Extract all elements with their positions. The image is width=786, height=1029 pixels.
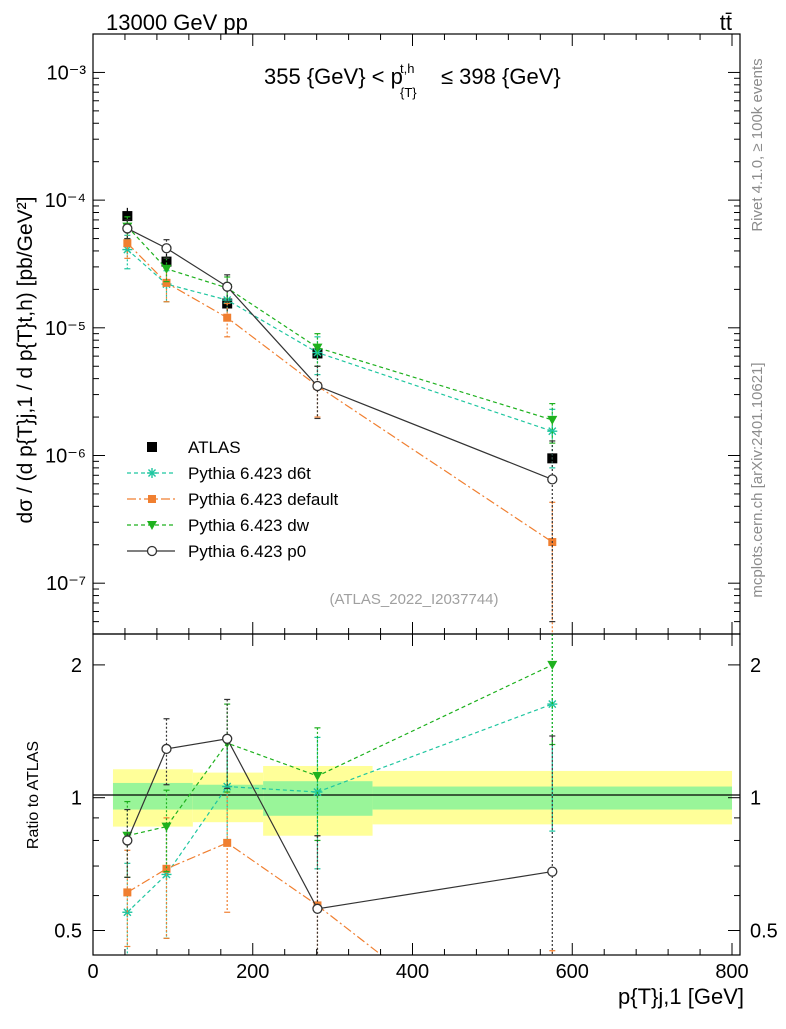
main-point-pythia-6-423-p0 bbox=[222, 281, 233, 292]
legend: ATLAS Pythia 6.423 d6t Pythia 6.423 defaul… bbox=[127, 438, 339, 561]
main-point-atlas bbox=[161, 256, 172, 267]
process-label: tt̄ bbox=[720, 10, 732, 35]
ratio-point-pythia-6-423-dw bbox=[161, 822, 172, 832]
ratio-axes: 0.5 0.5 1 1 2 2 0 200 400 600 800 bbox=[54, 634, 778, 983]
ratio-frame bbox=[92, 633, 741, 956]
legend-marker bbox=[147, 442, 157, 452]
cut-title-sub: {T} bbox=[400, 85, 417, 100]
ratio-ytick-label-right: 0.5 bbox=[750, 921, 778, 943]
main-point-pythia-6-423-p0 bbox=[547, 474, 558, 485]
ratio-point-pythia-6-423-p0 bbox=[312, 903, 323, 914]
energy-label: 13000 GeV pp bbox=[106, 10, 248, 35]
ratio-xtick-label: 200 bbox=[236, 961, 269, 983]
analysis-label: (ATLAS_2022_I2037744) bbox=[329, 591, 498, 608]
ratio-band-inner bbox=[112, 782, 193, 810]
ratio-xtick-label: 800 bbox=[715, 961, 748, 983]
ratio-panel: 0.5 0.5 1 1 2 2 0 200 400 600 800 bbox=[54, 633, 778, 983]
main-ytick-label: 10⁻⁵ bbox=[45, 318, 86, 340]
cut-title: 355 {GeV} < p t,h {T} ≤ 398 {GeV} bbox=[264, 61, 561, 100]
ratio-point-pythia-6-423-p0 bbox=[122, 835, 133, 846]
main-ylabel: dσ / (d p{T}j,1 / d p{T}t,h) [pb/GeV²] bbox=[14, 197, 37, 524]
main-line-pythia-6-423-d6t bbox=[126, 249, 553, 432]
legend-item-pythia-6-423-default: Pythia 6.423 default bbox=[127, 490, 339, 509]
main-series-pythia-6-423-p0 bbox=[122, 219, 558, 623]
ratio-xtick-label: 0 bbox=[87, 961, 98, 983]
main-point-pythia-6-423-dw bbox=[312, 343, 323, 353]
main-ytick-label: 10⁻⁴ bbox=[45, 190, 86, 212]
ratio-point-pythia-6-423-p0 bbox=[161, 743, 172, 755]
cut-title-text: 355 {GeV} < p bbox=[264, 64, 403, 89]
main-point-pythia-6-423-default bbox=[223, 313, 232, 322]
main-ylabel-text: dσ / (d p{T}j,1 / d p{T}t,h) [pb/GeV²] bbox=[14, 197, 37, 524]
legend-item-atlas: ATLAS bbox=[147, 438, 241, 457]
main-series-atlas bbox=[122, 207, 558, 464]
cut-title-end: ≤ 398 {GeV} bbox=[441, 64, 561, 89]
main-point-pythia-6-423-p0 bbox=[122, 223, 133, 234]
main-panel: 10⁻⁷ 10⁻⁶ 10⁻⁵ 10⁻⁴ 10⁻³ bbox=[45, 33, 741, 635]
ratio-ytick-label-right: 1 bbox=[750, 788, 761, 810]
ratio-point-pythia-6-423-default bbox=[223, 838, 232, 847]
legend-marker bbox=[148, 495, 156, 503]
mcplots-label-text: mcplots.cern.ch [arXiv:2401.10621] bbox=[749, 362, 766, 597]
ratio-series-pythia-6-423-dw bbox=[122, 634, 558, 878]
ratio-ytick-label: 1 bbox=[71, 788, 82, 810]
legend-label: Pythia 6.423 dw bbox=[188, 516, 310, 535]
ratio-line-pythia-6-423-default bbox=[127, 842, 382, 956]
legend-label: Pythia 6.423 d6t bbox=[188, 464, 311, 483]
ratio-ylabel: Ratio to ATLAS bbox=[25, 741, 42, 849]
legend-item-pythia-6-423-p0: Pythia 6.423 p0 bbox=[127, 542, 306, 561]
main-ytick-label: 10⁻⁷ bbox=[46, 573, 86, 595]
ratio-uncertainty-bands bbox=[112, 765, 733, 836]
main-point-pythia-6-423-dw bbox=[161, 264, 172, 274]
ratio-point-pythia-6-423-default bbox=[162, 864, 171, 873]
ratio-ytick-label: 2 bbox=[71, 655, 82, 677]
legend-label: Pythia 6.423 default bbox=[188, 490, 339, 509]
main-series-pythia-6-423-d6t bbox=[122, 234, 558, 469]
ratio-series-layer bbox=[122, 634, 558, 956]
cut-title-sup: t,h bbox=[400, 61, 414, 76]
main-point-atlas bbox=[122, 211, 133, 222]
main-ytick-label: 10⁻³ bbox=[47, 62, 87, 84]
main-axes: 10⁻⁷ 10⁻⁶ 10⁻⁵ 10⁻⁴ 10⁻³ bbox=[45, 33, 740, 635]
ratio-ytick-label-right: 2 bbox=[750, 655, 761, 677]
legend-marker bbox=[147, 468, 157, 478]
ratio-point-pythia-6-423-p0 bbox=[547, 866, 558, 877]
ratio-point-pythia-6-423-p0 bbox=[222, 733, 233, 744]
legend-item-pythia-6-423-d6t: Pythia 6.423 d6t bbox=[127, 464, 311, 483]
ratio-xtick-label: 400 bbox=[396, 961, 429, 983]
main-point-pythia-6-423-p0 bbox=[312, 380, 323, 392]
main-point-pythia-6-423-dw bbox=[547, 415, 558, 425]
ratio-point-pythia-6-423-dw bbox=[312, 771, 323, 781]
main-series-pythia-6-423-dw bbox=[122, 216, 558, 444]
main-ytick-label: 10⁻⁶ bbox=[45, 446, 86, 468]
legend-marker bbox=[146, 545, 158, 557]
legend-marker bbox=[147, 521, 157, 530]
ratio-point-pythia-6-423-dw bbox=[547, 660, 558, 670]
legend-label: Pythia 6.423 p0 bbox=[188, 542, 306, 561]
main-line-pythia-6-423-dw bbox=[126, 226, 553, 421]
ratio-series-pythia-6-423-p0 bbox=[122, 698, 558, 955]
x-axis-label: p{T}j,1 [GeV] bbox=[618, 984, 744, 1009]
legend-item-pythia-6-423-dw: Pythia 6.423 dw bbox=[127, 516, 310, 535]
ratio-xtick-label: 600 bbox=[556, 961, 589, 983]
main-series-pythia-6-423-default bbox=[123, 230, 557, 634]
main-point-pythia-6-423-default bbox=[123, 239, 132, 248]
ratio-point-pythia-6-423-default bbox=[123, 888, 132, 897]
main-point-pythia-6-423-p0 bbox=[161, 243, 172, 254]
ratio-ytick-label: 0.5 bbox=[54, 921, 82, 943]
rivet-label-text: Rivet 4.1.0, ≥ 100k events bbox=[749, 58, 766, 231]
ratio-ylabel-text: Ratio to ATLAS bbox=[25, 741, 42, 849]
rivet-label: Rivet 4.1.0, ≥ 100k events bbox=[749, 58, 766, 231]
legend-label: ATLAS bbox=[188, 438, 241, 457]
main-series-layer bbox=[122, 207, 558, 634]
main-point-pythia-6-423-default bbox=[162, 278, 171, 287]
mcplots-label: mcplots.cern.ch [arXiv:2401.10621] bbox=[749, 362, 766, 597]
